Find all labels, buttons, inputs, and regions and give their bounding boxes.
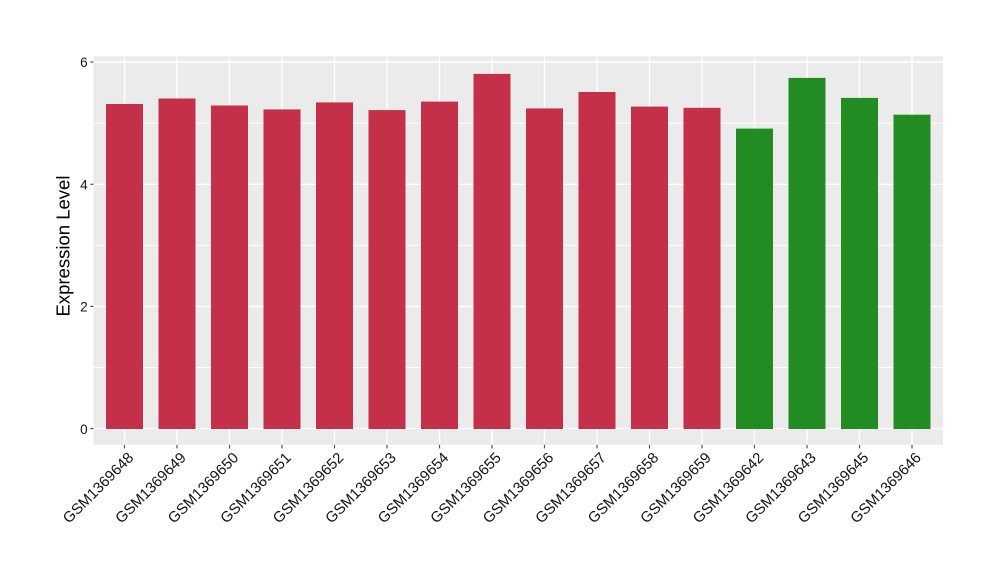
- svg-text:Expression Level: Expression Level: [53, 176, 74, 317]
- svg-text:6: 6: [80, 55, 88, 70]
- svg-text:0: 0: [80, 422, 88, 437]
- svg-text:2: 2: [80, 300, 88, 315]
- svg-text:4: 4: [80, 178, 88, 193]
